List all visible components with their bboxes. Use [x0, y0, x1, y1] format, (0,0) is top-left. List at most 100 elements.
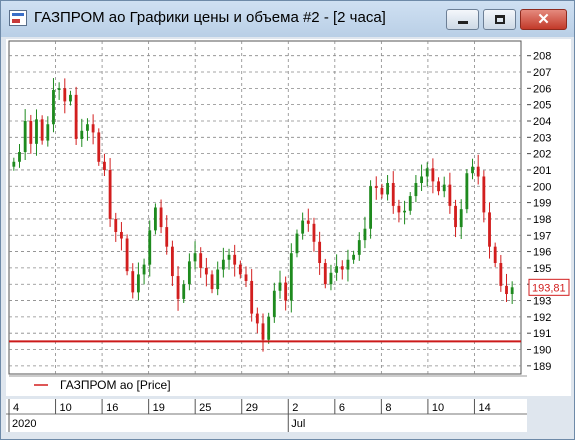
candle-body: [312, 223, 316, 242]
period-label: Jul: [291, 418, 305, 430]
candle-body: [465, 173, 469, 210]
candle-body: [187, 261, 191, 285]
price-chart[interactable]: ГАЗПРОМ ао [Price]: [6, 39, 527, 396]
candle-body: [18, 152, 21, 162]
candle-body: [493, 246, 497, 263]
candle-body: [91, 124, 95, 133]
candle-body: [108, 169, 112, 219]
candle-body: [244, 274, 248, 281]
time-tick-label: 16: [106, 402, 118, 414]
last-price-tag: [528, 278, 570, 296]
chart-app-icon[interactable]: [9, 10, 27, 26]
candle-body: [357, 240, 361, 255]
candle-body: [46, 124, 50, 141]
candle-body: [40, 119, 44, 141]
candle-body: [153, 207, 157, 231]
candle-body: [69, 94, 72, 102]
price-axis-labels: 208 207 206 205 204 203 202 201 200 199 198 197 196 1…: [527, 51, 570, 373]
candle-body: [454, 205, 457, 228]
candle-body: [335, 266, 339, 273]
candle-body: [193, 253, 197, 262]
candle-body: [165, 227, 169, 247]
candle-body: [289, 253, 293, 301]
candle-body: [267, 316, 271, 340]
candle-body: [306, 220, 310, 224]
candle-body: [137, 274, 140, 293]
candle-body: [261, 323, 265, 340]
candle-body: [386, 183, 389, 195]
candle-body: [23, 120, 27, 152]
candle-body: [238, 264, 242, 275]
price-tick-label: 206: [533, 83, 551, 95]
candle-body: [437, 181, 440, 192]
candle-body: [210, 274, 214, 290]
time-tick-label: 10: [60, 402, 72, 414]
legend-label: ГАЗПРОМ ао [Price]: [60, 378, 171, 392]
title-bar[interactable]: ГАЗПРОМ ао Графики цены и объема #2 - [2…: [1, 1, 574, 37]
candle-body: [221, 259, 225, 270]
candle-body: [323, 263, 327, 285]
minimize-button[interactable]: [446, 9, 479, 30]
candle-body: [420, 176, 423, 184]
candle-body: [97, 132, 101, 162]
price-tick-label: 196: [533, 247, 551, 259]
candle-body: [131, 271, 135, 293]
time-tick-label: 19: [153, 402, 165, 414]
candle-body: [352, 254, 356, 260]
candle-body: [505, 285, 508, 295]
minimize-icon: [458, 21, 468, 24]
candle-body: [142, 264, 146, 275]
candle-body: [114, 218, 118, 232]
price-tick-label: 197: [533, 230, 551, 242]
candle-body: [471, 166, 474, 174]
price-tick-label: 195: [533, 263, 551, 275]
candle-body: [182, 284, 186, 299]
candle-body: [35, 119, 38, 144]
price-tick-label: 203: [533, 132, 551, 144]
candle-body: [380, 187, 384, 195]
time-tick-label: 8: [385, 402, 391, 414]
candle-body: [204, 267, 208, 275]
time-tick-label: 6: [339, 402, 345, 414]
candle-body: [272, 290, 276, 317]
candle-body: [301, 220, 305, 234]
candle-body: [170, 246, 174, 277]
price-tick-label: 201: [533, 165, 551, 177]
candle-body: [74, 94, 78, 139]
candle-body: [476, 166, 480, 177]
time-tick-label: 2: [292, 402, 298, 414]
close-button[interactable]: ✕: [520, 9, 567, 30]
candle-body: [255, 313, 259, 324]
time-tick-label: 14: [478, 402, 490, 414]
candle-body: [29, 120, 33, 144]
candle-body: [442, 184, 446, 192]
candle-body: [125, 238, 129, 272]
price-tick-label: 189: [533, 361, 551, 373]
candle-body: [425, 168, 429, 177]
candle-body: [52, 89, 55, 125]
price-tick-label: 193: [533, 296, 551, 308]
candle-body: [363, 228, 367, 241]
candle-body: [103, 161, 106, 170]
candle-body: [80, 130, 84, 139]
price-tick-label: 199: [533, 198, 551, 210]
price-tick-label: 202: [533, 149, 551, 161]
candle-body: [216, 269, 220, 290]
candle-body: [12, 161, 16, 167]
price-tick-label: 192: [533, 312, 551, 324]
time-axis[interactable]: 4 10 16 19 25 29 2 6 8 10 14 2020 Jul: [6, 399, 527, 432]
candle-body: [86, 124, 89, 131]
candle-body: [408, 196, 412, 211]
candle-body: [148, 230, 152, 265]
candle-body: [459, 209, 463, 228]
price-axis[interactable]: 208 207 206 205 204 203 202 201 200 199 198 197 196 1…: [527, 39, 571, 396]
price-chart-area[interactable]: ГАЗПРОМ ао [Price]: [6, 39, 527, 396]
maximize-icon: [495, 15, 505, 24]
candle-body: [233, 254, 237, 265]
candle-body: [403, 210, 406, 213]
candle-body: [391, 183, 395, 206]
maximize-button[interactable]: [483, 9, 516, 30]
candle-body: [227, 254, 231, 260]
